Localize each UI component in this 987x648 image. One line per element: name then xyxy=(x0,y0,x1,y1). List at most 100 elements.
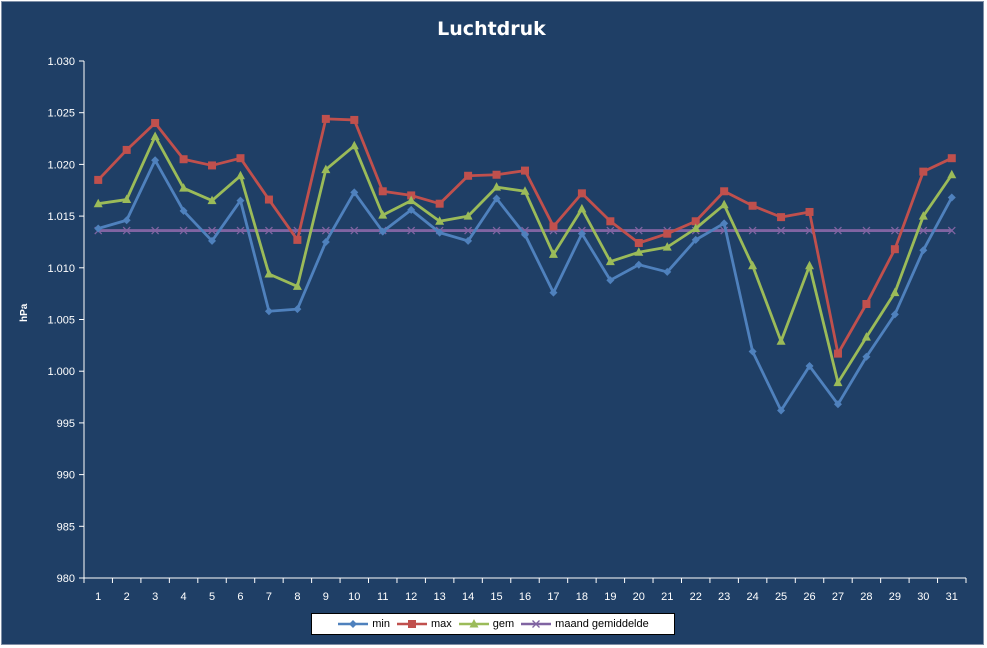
x-tick-label: 30 xyxy=(917,591,929,603)
marker-stroke xyxy=(919,226,928,235)
data-point-max xyxy=(378,187,387,196)
data-point-gem xyxy=(207,195,217,205)
data-point-gem xyxy=(349,140,359,150)
data-point-max xyxy=(264,195,273,204)
y-tick-label: 1.025 xyxy=(47,108,75,120)
y-tick-label: 1.000 xyxy=(47,366,75,378)
y-tick-label: 1.030 xyxy=(47,56,75,68)
x-tick-label: 17 xyxy=(547,591,559,603)
data-point-max xyxy=(122,145,131,154)
marker-stroke xyxy=(777,226,786,235)
marker-stroke xyxy=(947,226,956,235)
data-point-maand-gemiddelde xyxy=(890,226,899,235)
data-point-max xyxy=(663,229,672,238)
data-point-min xyxy=(236,196,245,205)
legend-swatch-marker xyxy=(349,620,358,628)
data-point-max xyxy=(777,213,786,222)
data-point-gem xyxy=(264,269,274,278)
x-tick-label: 19 xyxy=(604,591,616,603)
y-tick-label: 1.015 xyxy=(47,211,75,223)
data-point-min xyxy=(691,235,700,244)
x-tick-label: 12 xyxy=(405,591,417,603)
x-tick-label: 1 xyxy=(95,591,101,603)
data-point-gem xyxy=(748,260,758,270)
data-point-gem xyxy=(634,247,644,256)
x-tick-label: 9 xyxy=(323,591,329,603)
data-point-max xyxy=(179,155,188,164)
data-point-min xyxy=(407,205,416,214)
data-point-gem xyxy=(776,336,786,345)
data-point-min xyxy=(549,288,558,297)
data-point-min xyxy=(208,236,217,245)
marker-stroke xyxy=(122,226,131,235)
data-point-maand-gemiddelde xyxy=(834,226,842,235)
data-point-maand-gemiddelde xyxy=(122,226,131,235)
data-point-min xyxy=(492,194,501,203)
data-point-gem xyxy=(605,256,615,266)
legend-label: max xyxy=(430,618,452,630)
series-layer xyxy=(93,114,957,415)
data-point-gem xyxy=(93,198,103,208)
data-point-min xyxy=(634,260,643,269)
data-point-min xyxy=(293,305,302,314)
x-tick-label: 2 xyxy=(124,591,130,603)
data-point-min xyxy=(151,156,160,165)
legend-swatch-marker xyxy=(532,620,541,628)
legend-item-maand-gemiddelde: maand gemiddelde xyxy=(520,618,649,630)
legend-label: maand gemiddelde xyxy=(555,618,649,630)
marker-stroke xyxy=(208,226,216,235)
data-point-maand-gemiddelde xyxy=(236,226,245,235)
x-tick-label: 5 xyxy=(209,591,215,603)
data-point-maand-gemiddelde xyxy=(777,226,786,235)
x-tick-label: 25 xyxy=(775,591,787,603)
data-point-min xyxy=(350,188,359,197)
marker-stroke xyxy=(151,226,160,235)
data-point-min xyxy=(122,216,131,225)
data-point-min xyxy=(435,228,444,237)
data-point-gem xyxy=(918,211,928,220)
data-point-gem xyxy=(890,287,900,297)
data-point-min xyxy=(890,310,899,319)
data-point-max xyxy=(151,119,160,128)
data-point-max xyxy=(492,170,501,179)
x-tick-label: 20 xyxy=(633,591,645,603)
data-point-min xyxy=(777,406,786,415)
x-tick-label: 22 xyxy=(690,591,702,603)
data-point-gem xyxy=(463,211,473,220)
x-tick-label: 11 xyxy=(377,591,388,603)
data-point-min xyxy=(805,362,814,371)
x-tick-label: 24 xyxy=(746,591,758,603)
data-point-min xyxy=(748,347,757,356)
data-point-gem xyxy=(691,223,701,233)
data-point-gem xyxy=(520,186,530,195)
data-point-min xyxy=(464,236,473,245)
data-point-max xyxy=(919,167,928,176)
marker-stroke xyxy=(321,226,330,235)
data-point-min xyxy=(577,229,586,238)
data-point-gem xyxy=(548,249,558,258)
data-point-gem xyxy=(805,260,815,270)
marker-stroke xyxy=(834,226,842,235)
x-tick-label: 3 xyxy=(152,591,158,603)
data-point-max xyxy=(521,166,529,175)
legend-swatch-marker xyxy=(469,619,479,628)
marker-stroke xyxy=(862,226,871,235)
data-point-max xyxy=(634,238,643,247)
data-point-gem xyxy=(150,131,160,140)
data-point-max xyxy=(691,217,700,226)
legend-swatch-maand-gemiddelde xyxy=(521,620,552,628)
x-tick-label: 31 xyxy=(946,591,958,603)
data-point-maand-gemiddelde xyxy=(208,226,216,235)
data-point-maand-gemiddelde xyxy=(947,226,956,235)
data-point-gem xyxy=(122,194,132,204)
legend-swatch-max xyxy=(396,620,427,628)
y-tick-label: 995 xyxy=(57,418,75,430)
data-point-gem xyxy=(435,216,445,225)
data-point-min xyxy=(179,206,188,215)
data-point-max xyxy=(94,175,103,184)
series-maand-gemiddelde xyxy=(94,226,956,235)
x-tick-label: 18 xyxy=(576,591,588,603)
data-point-max xyxy=(606,217,615,226)
x-tick-label: 15 xyxy=(490,591,502,603)
